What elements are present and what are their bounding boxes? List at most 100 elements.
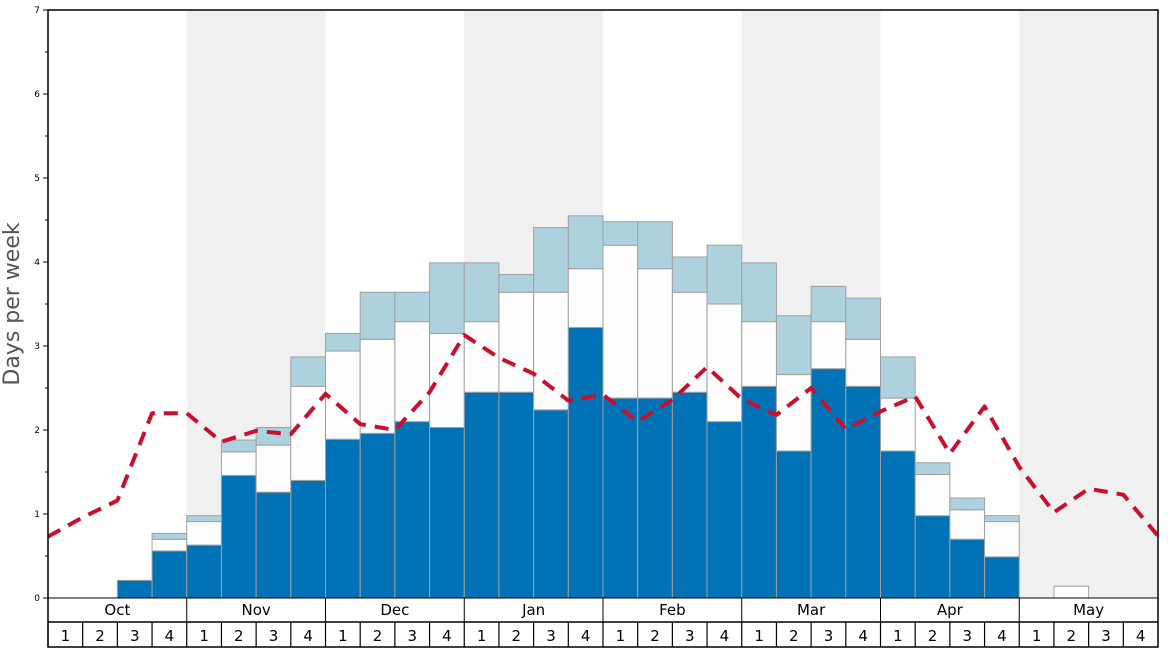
week-label: 2	[234, 627, 244, 645]
bar-dark	[775, 450, 812, 599]
bar-dark	[255, 491, 292, 599]
bar-white	[602, 244, 639, 399]
x-axis: Oct Nov Dec Jan Feb Mar Apr May 1 2 3 4 1 2 3 4 1 2 3 4 1 2 3 4…	[47, 597, 1158, 647]
bar-white	[984, 521, 1020, 558]
bar-dark	[567, 327, 604, 599]
y-tick-label: 4	[34, 258, 40, 268]
bar-dark	[290, 479, 326, 599]
bar-white	[810, 321, 847, 370]
bars-layer	[116, 215, 1090, 599]
bar-dark	[498, 391, 535, 599]
bar-white	[394, 321, 431, 423]
bar-dark	[949, 538, 986, 599]
bar-dark	[706, 421, 743, 599]
bar-white	[359, 338, 396, 434]
bar-white	[220, 451, 257, 476]
bar-white	[533, 291, 569, 411]
week-label: 3	[824, 627, 834, 645]
y-axis-label: Days per week	[0, 222, 25, 385]
y-tick-label: 6	[34, 90, 40, 100]
week-label: 4	[442, 627, 452, 645]
week-label: 1	[61, 627, 71, 645]
y-tick-label: 7	[34, 6, 40, 16]
bar-white	[914, 474, 951, 517]
bar-white	[741, 321, 777, 387]
bar-dark	[325, 438, 361, 599]
bar-light	[463, 262, 500, 323]
bar-dark	[914, 515, 951, 599]
month-label: May	[1073, 601, 1104, 619]
week-label: 2	[650, 627, 660, 645]
bar-dark	[394, 421, 431, 599]
bar-white	[637, 268, 673, 399]
week-label: 1	[199, 627, 209, 645]
bar-white	[567, 268, 604, 329]
y-tick-label: 2	[34, 426, 40, 436]
week-label: 4	[720, 627, 730, 645]
y-tick-label: 0	[34, 594, 40, 604]
week-label: 4	[581, 627, 591, 645]
week-label: 4	[165, 627, 175, 645]
bar-light	[533, 227, 569, 293]
bar-white	[186, 521, 222, 546]
month-label: Jan	[521, 601, 545, 619]
bar-dark	[984, 556, 1020, 599]
bar-light	[255, 426, 292, 446]
week-label: 1	[338, 627, 348, 645]
week-label: 3	[1101, 627, 1111, 645]
bar-dark	[533, 409, 569, 599]
bar-white	[706, 303, 743, 423]
bar-dark	[845, 385, 881, 599]
bar-light	[498, 274, 535, 293]
bar-light	[845, 297, 881, 340]
week-label: 2	[789, 627, 799, 645]
bar-light	[810, 285, 847, 323]
month-label: Mar	[797, 601, 826, 619]
bar-white	[845, 338, 881, 387]
bar-light	[602, 221, 639, 246]
bar-light	[325, 332, 361, 352]
bar-dark	[880, 450, 916, 599]
trend-line	[47, 333, 1160, 539]
y-tick-label: 1	[34, 510, 40, 520]
month-label: Oct	[104, 601, 130, 619]
week-label: 4	[997, 627, 1007, 645]
bar-white	[949, 509, 986, 540]
bar-light	[880, 356, 916, 399]
bar-light	[671, 256, 708, 293]
bar-dark	[116, 579, 153, 599]
y-tick-label: 3	[34, 342, 40, 352]
bar-light	[949, 497, 986, 511]
bar-light	[984, 515, 1020, 523]
y-axis: 0 1 2 3 4 5 6 7	[34, 6, 48, 604]
week-label: 1	[477, 627, 487, 645]
bar-dark	[463, 391, 500, 599]
bar-dark	[359, 432, 396, 599]
bar-light	[775, 315, 812, 376]
week-label: 1	[616, 627, 626, 645]
week-label: 4	[303, 627, 313, 645]
week-label: 2	[928, 627, 938, 645]
week-label: 1	[1032, 627, 1042, 645]
week-label: 3	[962, 627, 972, 645]
bar-dark	[741, 385, 777, 599]
month-label: Feb	[659, 601, 686, 619]
month-label: Nov	[241, 601, 270, 619]
week-label: 3	[685, 627, 695, 645]
bar-light	[394, 291, 431, 323]
bar-white	[775, 374, 812, 452]
y-tick-label: 5	[34, 174, 40, 184]
week-label: 2	[95, 627, 105, 645]
bar-white	[463, 321, 500, 393]
week-label: 3	[130, 627, 140, 645]
bar-dark	[220, 474, 257, 599]
bar-dark	[429, 426, 465, 599]
month-label: Dec	[380, 601, 409, 619]
bar-white	[671, 291, 708, 393]
trend-line-layer	[47, 333, 1160, 539]
bar-light	[741, 262, 777, 323]
bar-white	[1053, 585, 1090, 599]
bar-light	[151, 532, 188, 540]
